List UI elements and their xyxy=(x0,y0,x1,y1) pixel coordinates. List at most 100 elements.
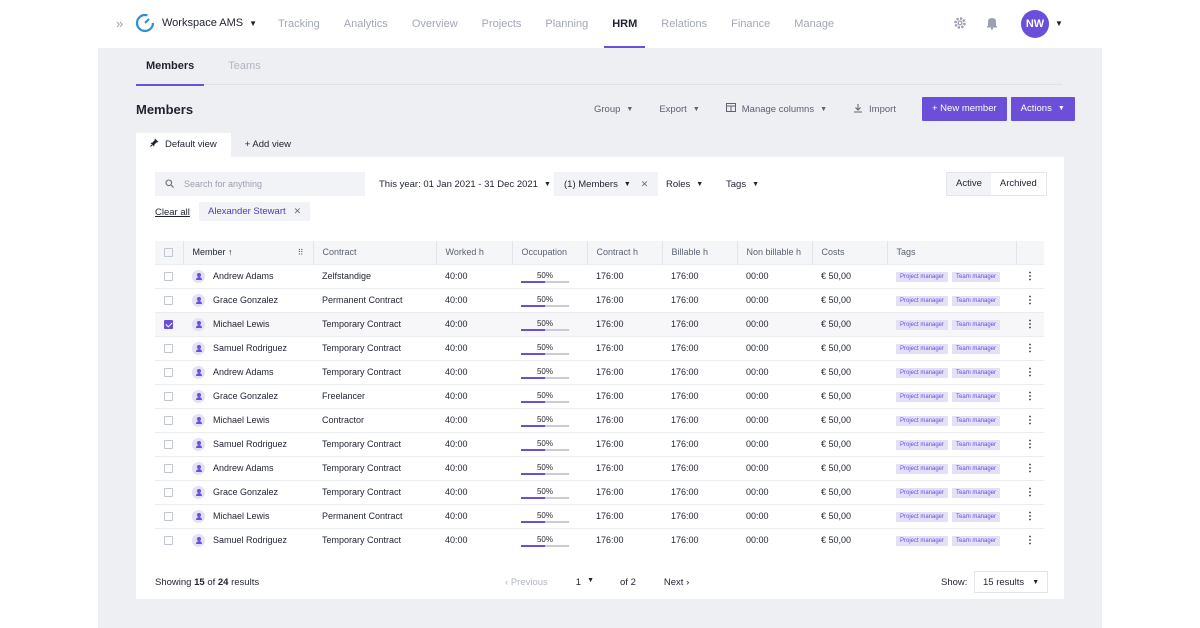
member-name[interactable]: Michael Lewis xyxy=(213,511,270,521)
member-name[interactable]: Samuel Rodriguez xyxy=(213,439,288,449)
new-member-button[interactable]: + New member xyxy=(921,97,1007,121)
member-name[interactable]: Andrew Adams xyxy=(213,271,274,281)
member-name[interactable]: Michael Lewis xyxy=(213,415,270,425)
workspace-switcher[interactable]: Workspace AMS ▼ xyxy=(162,17,257,29)
more-options-icon[interactable]: ⋮ xyxy=(1016,455,1044,480)
nav-item-projects[interactable]: Projects xyxy=(481,18,522,30)
select-all-checkbox[interactable] xyxy=(164,248,173,258)
gear-icon[interactable] xyxy=(953,16,967,30)
roles-filter[interactable]: Roles ▼ xyxy=(666,172,703,196)
page-size-select[interactable]: 15 results ▼ xyxy=(974,571,1049,593)
close-icon[interactable]: ✕ xyxy=(293,206,302,216)
row-checkbox[interactable] xyxy=(164,344,173,354)
more-options-icon[interactable]: ⋮ xyxy=(1016,335,1044,360)
member-name[interactable]: Samuel Rodriguez xyxy=(213,343,288,353)
table-row[interactable]: Andrew Adams Temporary Contract 40:00 50% 17… xyxy=(155,455,1044,480)
members-filter[interactable]: (1) Members ▼ ✕ xyxy=(554,172,659,196)
next-button[interactable]: Next › xyxy=(664,577,689,588)
nav-item-tracking[interactable]: Tracking xyxy=(278,18,320,30)
nav-item-analytics[interactable]: Analytics xyxy=(343,18,388,30)
more-options-icon[interactable]: ⋮ xyxy=(1016,527,1044,552)
occupation-bar: 50% xyxy=(521,295,569,307)
table-row[interactable]: Andrew Adams Zelfstandige 40:00 50% 176:00 17… xyxy=(155,263,1044,288)
tab-default-view[interactable]: Default view xyxy=(136,133,231,157)
header-worked[interactable]: Worked h xyxy=(436,241,513,264)
tags-filter[interactable]: Tags ▼ xyxy=(726,172,759,196)
drag-handle-icon[interactable]: ⠿ xyxy=(297,247,304,257)
previous-button[interactable]: ‹ Previous xyxy=(505,577,548,588)
row-checkbox[interactable] xyxy=(164,512,173,522)
header-billable[interactable]: Billable h xyxy=(662,241,738,264)
table-row[interactable]: Grace Gonzalez Temporary Contract 40:00 50%… xyxy=(155,479,1044,504)
tab-members[interactable]: Members xyxy=(136,48,205,86)
member-name[interactable]: Michael Lewis xyxy=(213,319,270,329)
more-options-icon[interactable]: ⋮ xyxy=(1016,359,1044,384)
row-checkbox[interactable] xyxy=(164,440,173,450)
header-contract[interactable]: Contract xyxy=(313,241,437,264)
more-options-icon[interactable]: ⋮ xyxy=(1016,383,1044,408)
search-input[interactable]: Search for anything xyxy=(155,172,365,196)
row-checkbox[interactable] xyxy=(164,320,173,330)
tab-teams[interactable]: Teams xyxy=(228,60,261,72)
row-checkbox[interactable] xyxy=(164,272,173,282)
bell-icon[interactable] xyxy=(985,16,999,30)
row-checkbox[interactable] xyxy=(164,536,173,546)
nav-item-overview[interactable]: Overview xyxy=(411,18,458,30)
more-options-icon[interactable]: ⋮ xyxy=(1016,311,1044,336)
date-filter[interactable]: This year: 01 Jan 2021 - 31 Dec 2021 ▼ xyxy=(379,172,551,196)
member-name[interactable]: Grace Gonzalez xyxy=(213,487,279,497)
member-name[interactable]: Samuel Rodriguez xyxy=(213,535,288,546)
member-name[interactable]: Andrew Adams xyxy=(213,463,274,473)
user-avatar[interactable]: NW xyxy=(1021,10,1049,38)
table-row[interactable]: Grace Gonzalez Permanent Contract 40:00 50%… xyxy=(155,287,1044,312)
member-name[interactable]: Andrew Adams xyxy=(213,367,274,377)
row-checkbox[interactable] xyxy=(164,464,173,474)
member-name[interactable]: Grace Gonzalez xyxy=(213,391,279,401)
header-tags[interactable]: Tags xyxy=(887,241,1017,264)
export-button[interactable]: Export ▼ xyxy=(659,104,699,115)
nav-item-planning[interactable]: Planning xyxy=(545,18,589,30)
row-checkbox[interactable] xyxy=(164,392,173,402)
table-row[interactable]: Michael Lewis Contractor 40:00 50% 176:00 176… xyxy=(155,407,1044,432)
actions-button[interactable]: Actions ▼ xyxy=(1010,97,1075,121)
header-costs[interactable]: Costs xyxy=(812,241,888,264)
table-row[interactable]: Samuel Rodriguez Temporary Contract 40:00 5… xyxy=(155,527,1044,552)
row-checkbox[interactable] xyxy=(164,488,173,498)
nav-item-relations[interactable]: Relations xyxy=(661,18,708,30)
member-name[interactable]: Grace Gonzalez xyxy=(213,295,279,305)
table-row[interactable]: Andrew Adams Temporary Contract 40:00 50% 17… xyxy=(155,359,1044,384)
table-row[interactable]: Samuel Rodriguez Temporary Contract 40:00 5… xyxy=(155,431,1044,456)
nav-item-hrm[interactable]: HRM xyxy=(604,0,646,48)
header-member[interactable]: Member ↑ ⠿ xyxy=(183,241,314,264)
active-toggle[interactable]: Active xyxy=(947,173,991,195)
billable-cell: 176:00 xyxy=(662,479,737,504)
group-button[interactable]: Group ▼ xyxy=(594,104,633,115)
chevron-down-icon[interactable]: ▼ xyxy=(1055,19,1063,28)
manage-columns-button[interactable]: Manage columns ▼ xyxy=(725,103,827,115)
close-icon[interactable]: ✕ xyxy=(640,178,649,189)
table-row[interactable]: Samuel Rodriguez Temporary Contract 40:00 5… xyxy=(155,335,1044,360)
more-options-icon[interactable]: ⋮ xyxy=(1016,287,1044,312)
more-options-icon[interactable]: ⋮ xyxy=(1016,479,1044,504)
more-options-icon[interactable]: ⋮ xyxy=(1016,407,1044,432)
table-row[interactable]: Michael Lewis Temporary Contract 40:00 50% 1… xyxy=(155,311,1044,336)
row-checkbox[interactable] xyxy=(164,368,173,378)
table-row[interactable]: Grace Gonzalez Freelancer 40:00 50% 176:00 17… xyxy=(155,383,1044,408)
header-occupation[interactable]: Occupation xyxy=(512,241,588,264)
row-checkbox[interactable] xyxy=(164,416,173,426)
header-nonbillable[interactable]: Non billable h xyxy=(737,241,813,264)
row-checkbox[interactable] xyxy=(164,296,173,306)
more-options-icon[interactable]: ⋮ xyxy=(1016,431,1044,456)
header-contract-h[interactable]: Contract h xyxy=(587,241,663,264)
clear-all-link[interactable]: Clear all xyxy=(155,207,190,218)
nav-item-finance[interactable]: Finance xyxy=(731,18,771,30)
more-options-icon[interactable]: ⋮ xyxy=(1016,503,1044,528)
add-view-button[interactable]: + Add view xyxy=(244,139,291,150)
expand-sidebar-icon[interactable]: » xyxy=(116,16,124,31)
archived-toggle[interactable]: Archived xyxy=(999,178,1037,189)
more-options-icon[interactable]: ⋮ xyxy=(1016,263,1044,288)
table-row[interactable]: Michael Lewis Permanent Contract 40:00 50% 1… xyxy=(155,503,1044,528)
nav-item-manage[interactable]: Manage xyxy=(794,18,835,30)
page-select[interactable]: 1 ▼ xyxy=(576,577,594,588)
import-button[interactable]: Import xyxy=(853,103,896,116)
